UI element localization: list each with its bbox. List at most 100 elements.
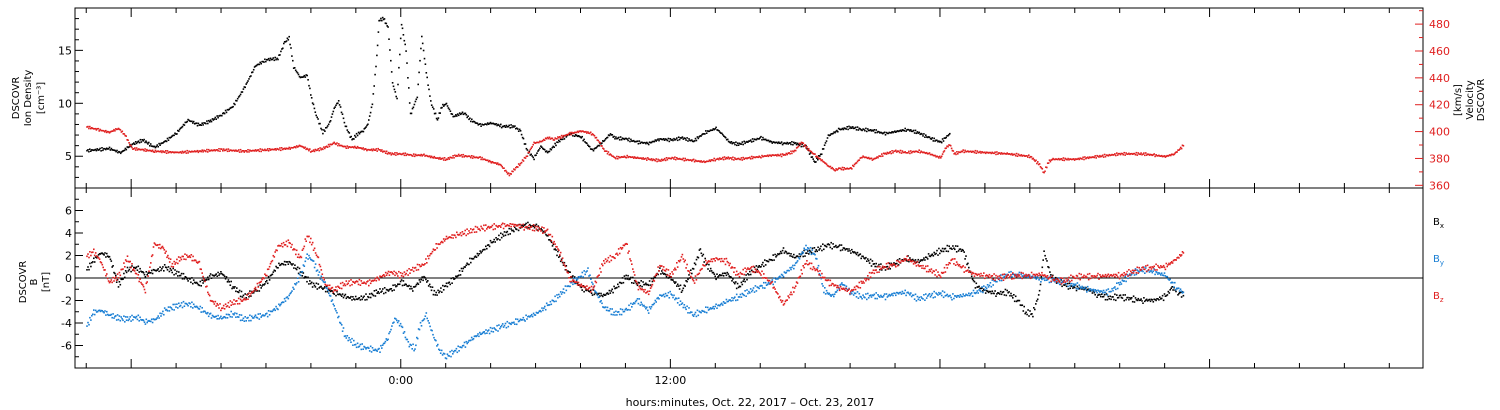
imf-point-bz xyxy=(86,255,88,258)
imf-point-bx xyxy=(118,281,121,283)
plasma-point-left xyxy=(712,128,715,130)
plasma-point-right xyxy=(937,156,939,158)
plasma-point-left xyxy=(268,59,271,62)
imf-point-bx xyxy=(908,260,910,263)
plasma-point-left xyxy=(638,140,641,142)
imf-point-bx xyxy=(890,262,892,265)
imf-point-bx xyxy=(998,292,1000,294)
imf-point-bz xyxy=(458,233,461,236)
imf-point-by xyxy=(1027,276,1029,279)
imf-point-bx xyxy=(743,278,745,281)
imf-point-by xyxy=(160,315,162,317)
plasma-point-right xyxy=(651,159,654,162)
plasma-point-left xyxy=(522,137,525,140)
plasma-point-left xyxy=(680,137,683,139)
plasma-point-right xyxy=(280,149,282,152)
plasma-point-left xyxy=(700,135,702,137)
imf-point-bx xyxy=(417,283,420,285)
plasma-point-left xyxy=(710,129,713,132)
imf-point-by xyxy=(609,308,612,310)
plasma-point-right xyxy=(253,150,256,152)
imf-point-bx xyxy=(163,264,166,266)
plasma-point-right xyxy=(1140,152,1142,154)
plasma-point-right xyxy=(1130,152,1133,155)
imf-point-bx xyxy=(528,227,530,229)
plasma-point-left xyxy=(270,58,273,61)
plasma-point-left xyxy=(617,136,620,139)
imf-point-by xyxy=(363,345,365,348)
imf-point-by xyxy=(193,305,196,308)
plasma-point-right xyxy=(150,150,153,153)
plasma-point-left xyxy=(882,132,885,134)
imf-point-bz xyxy=(465,234,467,237)
imf-point-by xyxy=(422,319,425,321)
imf-point-bx xyxy=(379,288,381,290)
plasma-point-left xyxy=(477,124,480,126)
imf-point-bx xyxy=(859,253,862,255)
imf-point-by xyxy=(1013,273,1015,276)
imf-point-by xyxy=(1102,289,1105,292)
imf-point-bz xyxy=(294,248,296,251)
plasma-point-left xyxy=(139,138,142,141)
imf-point-by xyxy=(1069,284,1071,287)
imf-point-by xyxy=(1156,271,1158,274)
imf-point-by xyxy=(645,307,647,310)
imf-point-bx xyxy=(450,277,452,280)
plasma-point-right xyxy=(144,148,146,150)
imf-point-by xyxy=(413,349,415,352)
plasma-data-marks xyxy=(86,16,1185,177)
imf-point-bx xyxy=(114,272,116,275)
plasma-point-right xyxy=(500,164,503,167)
plasma-point-right xyxy=(141,148,144,151)
imf-point-by xyxy=(655,301,657,303)
plasma-point-right xyxy=(761,154,763,157)
plasma-point-right xyxy=(1090,156,1093,159)
imf-point-bx xyxy=(599,295,601,297)
plasma-point-right xyxy=(780,155,783,158)
plasma-point-right xyxy=(318,149,320,152)
imf-point-by xyxy=(927,294,930,296)
imf-point-bz xyxy=(384,271,387,274)
plasma-point-right xyxy=(632,157,635,159)
plasma-point-right xyxy=(375,148,378,150)
imf-point-by xyxy=(480,333,483,335)
imf-point-bz xyxy=(273,256,276,258)
imf-point-bz xyxy=(184,253,186,255)
plasma-point-right xyxy=(595,136,598,139)
imf-point-bx xyxy=(602,295,604,298)
imf-point-bz xyxy=(318,263,321,266)
plasma-point-right xyxy=(721,156,724,159)
plasma-point-right xyxy=(1026,155,1028,157)
plasma-point-left xyxy=(753,138,756,140)
plasma-point-left xyxy=(172,134,174,137)
plasma-point-right xyxy=(255,150,258,152)
imf-point-by xyxy=(573,282,576,285)
plasma-point-right xyxy=(537,141,539,144)
imf-point-bx xyxy=(600,292,602,295)
plasma-point-left xyxy=(323,129,325,131)
plasma-point-left xyxy=(367,123,369,126)
imf-point-by xyxy=(190,306,192,308)
imf-point-by xyxy=(304,260,307,263)
imf-point-bz xyxy=(340,287,343,290)
imf-point-by xyxy=(540,310,542,313)
plasma-point-right xyxy=(1148,154,1151,156)
imf-point-by xyxy=(1096,291,1098,294)
imf-point-bx xyxy=(980,287,982,290)
plasma-point-right xyxy=(1101,155,1103,157)
imf-point-bz xyxy=(250,292,252,295)
imf-point-bx xyxy=(779,250,782,253)
imf-point-bx xyxy=(952,245,954,247)
plasma-point-right xyxy=(797,145,800,148)
imf-point-by xyxy=(976,290,979,292)
plasma-point-right xyxy=(282,148,285,150)
imf-point-bx xyxy=(259,284,261,286)
plasma-point-left xyxy=(577,135,580,137)
imf-point-by xyxy=(816,267,819,269)
imf-point-by xyxy=(1038,279,1040,281)
imf-point-bx xyxy=(823,244,826,247)
plasma-point-right xyxy=(1155,154,1157,156)
imf-point-bx xyxy=(611,288,613,291)
imf-point-bx xyxy=(627,274,629,277)
imf-point-by xyxy=(966,294,968,296)
